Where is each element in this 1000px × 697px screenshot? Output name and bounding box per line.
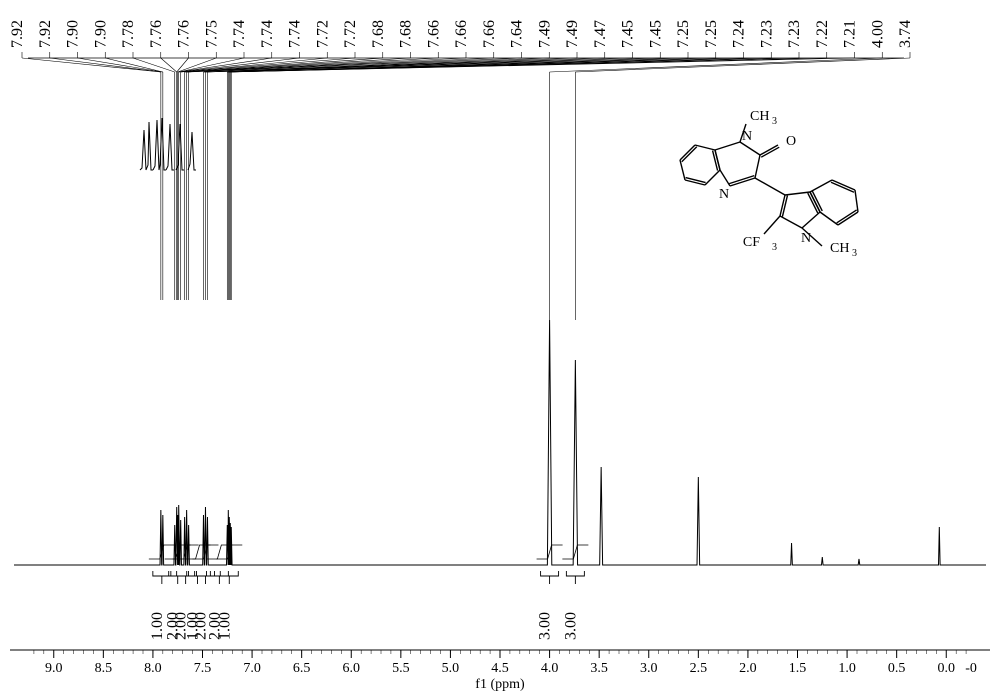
axis-title: f1 (ppm)	[475, 677, 525, 692]
inset-trace	[153, 118, 166, 170]
axis-major-tick-label: 6.5	[293, 661, 311, 676]
axis-major-tick-label: 0.5	[888, 661, 906, 676]
structure-atom-label: N	[719, 187, 729, 202]
peak-ppm-label: 7.76	[176, 20, 193, 48]
inset-trace	[140, 122, 153, 170]
structure-atom-label: CH	[750, 109, 769, 124]
peak-ppm-label: 7.64	[509, 20, 526, 48]
peak-ppm-label: 4.00	[869, 20, 886, 48]
axis-major-tick-label: 6.0	[343, 661, 361, 676]
axis-major-tick-label: 7.5	[194, 661, 212, 676]
peak-ppm-label: 7.23	[786, 20, 803, 48]
inset-trace	[176, 124, 184, 170]
integral-label: 1.00	[149, 612, 166, 640]
inset-trace	[166, 124, 174, 170]
peak-ppm-label: 7.49	[564, 20, 581, 48]
peak-ppm-label: 7.90	[65, 20, 82, 48]
peak-ppm-label: 7.76	[148, 20, 165, 48]
peak-ppm-label: 7.68	[398, 20, 415, 48]
integral-label: 1.00	[216, 612, 233, 640]
axis-major-tick-label: 8.0	[144, 661, 162, 676]
integral-label: 3.00	[537, 612, 554, 640]
axis-major-tick-label: 4.5	[491, 661, 509, 676]
peak-ppm-label: 7.72	[342, 20, 359, 48]
axis-major-tick-label: 1.5	[789, 661, 807, 676]
structure-atom-label: N	[801, 231, 811, 246]
peak-ppm-label: 7.25	[703, 20, 720, 48]
peak-ppm-label: 7.24	[731, 20, 748, 48]
peak-ppm-label: 7.66	[481, 20, 498, 48]
spectrum-trace	[14, 320, 986, 565]
axis-major-tick-label: 3.0	[640, 661, 658, 676]
peak-ppm-label: 7.72	[314, 20, 331, 48]
peak-ppm-label: 7.66	[425, 20, 442, 48]
svg-text:3: 3	[772, 116, 777, 127]
peak-ppm-label: 7.45	[647, 20, 664, 48]
axis-major-tick-label: 4.0	[541, 661, 559, 676]
axis-major-tick-label: 2.5	[690, 661, 708, 676]
peak-ppm-label: 7.74	[259, 20, 276, 48]
peak-ppm-label: 7.25	[675, 20, 692, 48]
axis-major-tick-label: 5.0	[442, 661, 460, 676]
svg-text:3: 3	[772, 242, 777, 253]
svg-text:3: 3	[852, 248, 857, 259]
integral-curve	[537, 545, 563, 559]
axis-major-tick-label: 1.0	[838, 661, 856, 676]
structure-atom-label: CH	[830, 241, 849, 256]
chemical-structure-inset: NNCH3ONCH3CF3	[680, 109, 858, 259]
axis-major-tick-label: 8.5	[95, 661, 113, 676]
peak-ppm-label: 7.92	[37, 20, 54, 48]
axis-major-tick-label: 3.5	[590, 661, 608, 676]
axis-major-tick-label: 7.0	[243, 661, 261, 676]
peak-ppm-label: 7.21	[842, 20, 859, 48]
peak-ppm-label: 7.47	[592, 20, 609, 48]
peak-ppm-label: 7.45	[620, 20, 637, 48]
peak-ppm-label: 7.49	[536, 20, 553, 48]
peak-ppm-label: 7.74	[287, 20, 304, 48]
peak-ppm-label: 7.75	[203, 20, 220, 48]
peak-ppm-label: 3.74	[897, 20, 914, 48]
axis-major-tick-label: 9.0	[45, 661, 63, 676]
axis-major-tick-label: 5.5	[392, 661, 410, 676]
inset-trace	[188, 132, 196, 170]
structure-atom-label: CF	[743, 235, 760, 250]
axis-major-tick-label: -0	[965, 661, 977, 676]
axis-major-tick-label: 2.0	[739, 661, 757, 676]
peak-ppm-label: 7.22	[814, 20, 831, 48]
integral-curve	[562, 545, 588, 559]
peak-ppm-label: 7.90	[92, 20, 109, 48]
nmr-spectrum-chart: 7.92 7.92 7.90 7.90 7.78 7.76 7.76 7.75 7.74 7.74…	[0, 0, 1000, 697]
integral-label: 3.00	[562, 612, 579, 640]
structure-atom-label: O	[786, 134, 796, 149]
peak-ppm-label: 7.66	[453, 20, 470, 48]
peak-ppm-label: 7.68	[370, 20, 387, 48]
peak-ppm-label: 7.74	[231, 20, 248, 48]
axis-major-tick-label: 0.0	[938, 661, 956, 676]
peak-ppm-label: 7.78	[120, 20, 137, 48]
peak-ppm-label: 7.23	[758, 20, 775, 48]
peak-ppm-label: 7.92	[9, 20, 26, 48]
